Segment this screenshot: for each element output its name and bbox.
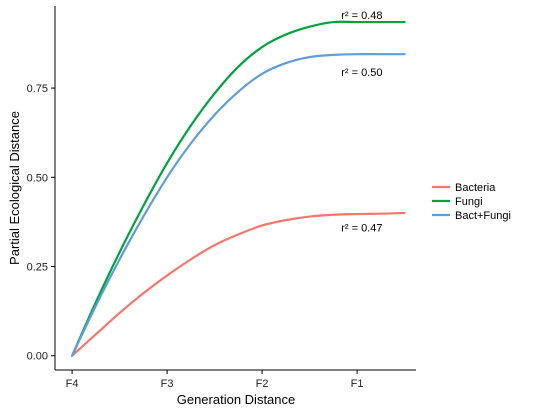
x-axis-title: Generation Distance [177,392,296,407]
x-tick-label: F2 [256,378,269,390]
annotations: r² = 0.48 r² = 0.50 r² = 0.47 [341,10,382,234]
x-tick-label: F1 [351,378,364,390]
y-tick-label: 0.25 [27,262,48,274]
r-squared-annotation: r² = 0.50 [341,67,382,79]
r-squared-annotation: r² = 0.48 [341,10,382,22]
legend: Bacteria Fungi Bact+Fungi [432,182,511,222]
series-line-bacteria [71,211,406,357]
legend-label-bact-fungi: Bact+Fungi [455,210,511,222]
y-ticks: 0.00 0.25 0.50 0.75 [27,83,55,363]
legend-label-bacteria: Bacteria [455,182,496,194]
y-tick-label: 0.50 [27,172,48,184]
series-lines [71,20,406,357]
x-tick-label: F4 [66,378,79,390]
y-tick-label: 0.75 [27,83,48,95]
axes [54,6,416,371]
x-tick-label: F3 [161,378,174,390]
y-tick-label: 0.00 [27,351,48,363]
x-ticks: F4 F3 F2 F1 [66,370,364,390]
legend-label-fungi: Fungi [455,196,483,208]
r-squared-annotation: r² = 0.47 [341,222,382,234]
series-line-bact-fungi [71,53,406,357]
series-line-fungi [71,20,406,357]
y-axis-title: Partial Ecological Distance [7,111,22,265]
